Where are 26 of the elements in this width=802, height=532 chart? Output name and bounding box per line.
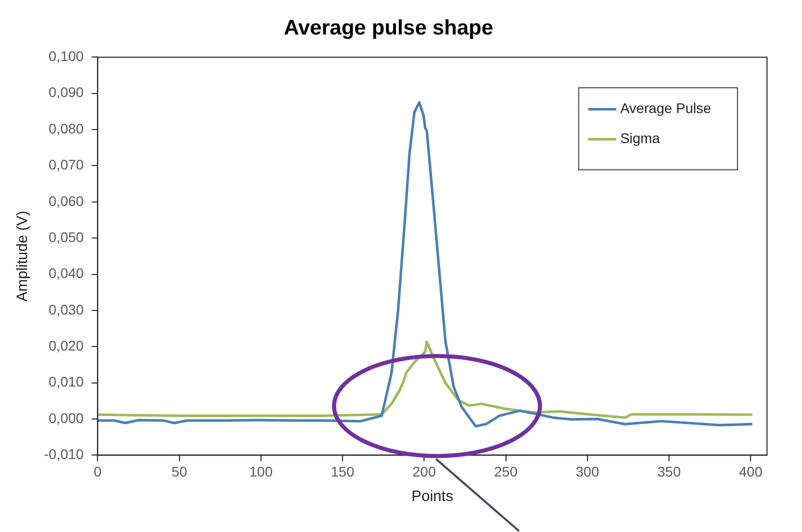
x-tick-label: 0 [94,463,102,480]
y-tick-label: 0,030 [48,301,84,318]
x-tick-label: 150 [330,463,354,480]
legend-label: Average Pulse [620,100,712,116]
x-tick-label: 400 [738,463,763,480]
y-tick-label: 0,050 [48,228,84,245]
y-tick-label: 0,080 [48,120,84,136]
y-tick-label: 0,000 [48,410,84,426]
x-tick-label: 50 [172,463,188,480]
x-tick-label: 200 [412,463,436,480]
y-tick-label: 0,020 [48,338,84,354]
x-tick-label: 100 [249,463,273,480]
y-tick-label: 0,070 [48,156,84,173]
y-axis-title: Amplitude (V) [14,210,32,302]
x-axis-title: Points [411,488,454,506]
y-tick-label: 0,100 [48,48,84,64]
x-tick-label: 300 [576,463,600,480]
y-tick-label: -0,010 [44,446,84,462]
y-tick-label: 0,040 [48,265,84,282]
legend-label: Sigma [620,130,660,146]
x-tick-label: 350 [657,463,681,480]
chart-title: Average pulse shape [284,16,494,40]
x-tick-label: 250 [494,463,518,480]
y-tick-label: 0,090 [48,84,84,100]
y-tick-label: 0,010 [48,374,84,390]
y-tick-label: 0,060 [48,192,84,209]
